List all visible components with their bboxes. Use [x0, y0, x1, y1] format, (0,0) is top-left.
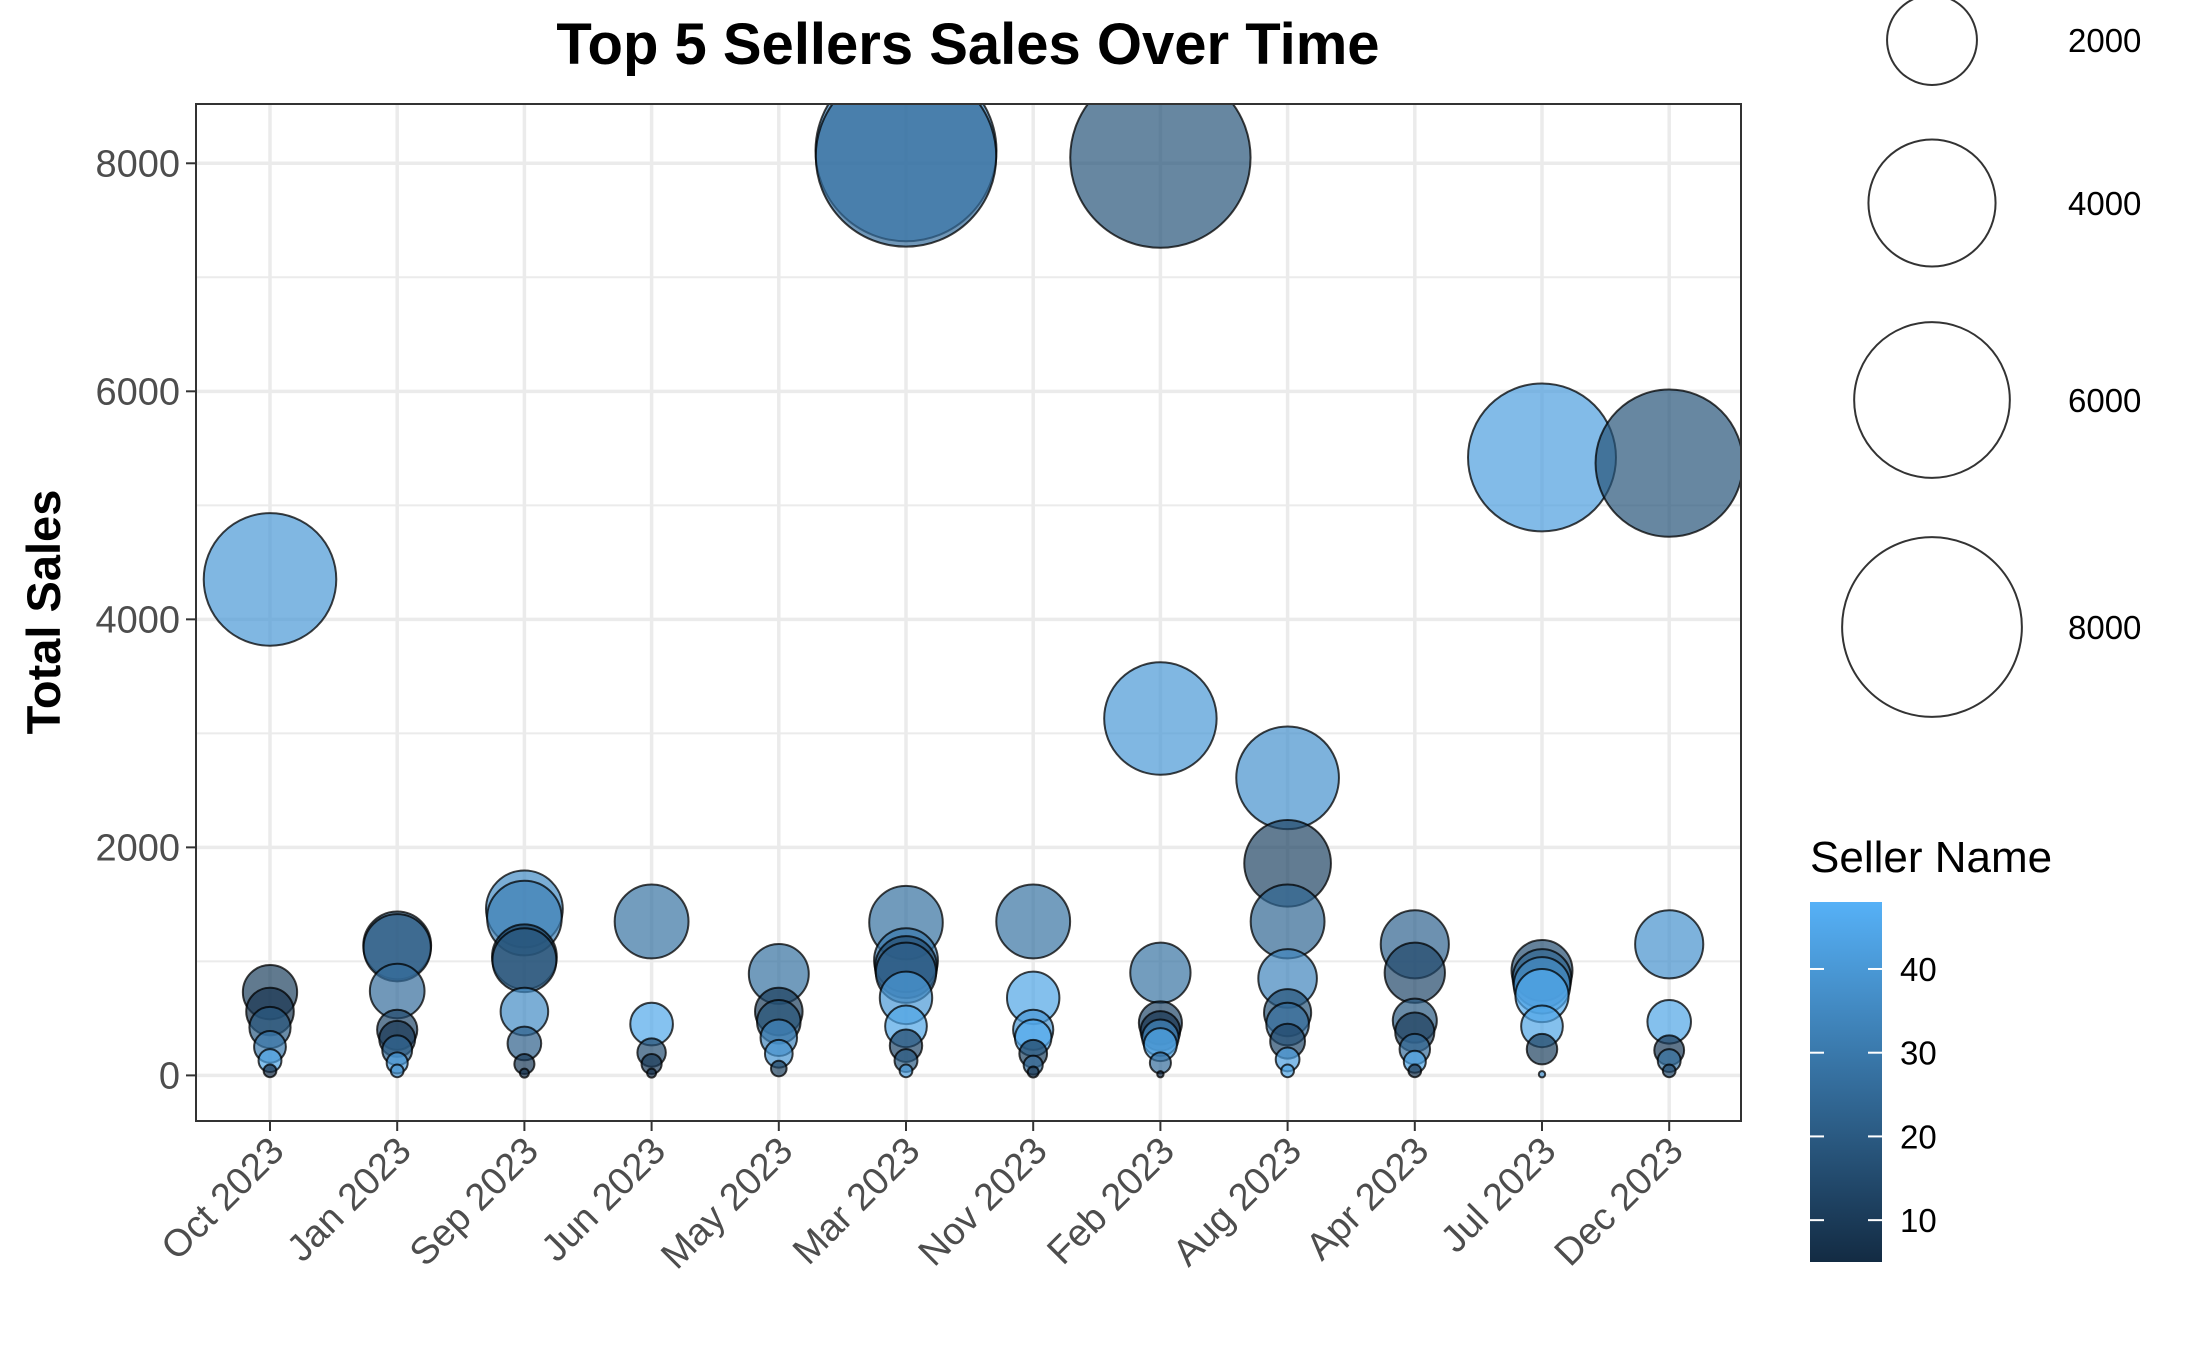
x-tick-label: Jun 2023 [534, 1130, 674, 1270]
bubble-point [1103, 661, 1218, 776]
x-tick-label: May 2023 [653, 1130, 801, 1278]
x-tick-label: Nov 2023 [911, 1130, 1056, 1275]
bubble-point [1129, 941, 1192, 1004]
bubble-point [1249, 883, 1326, 960]
y-tick-label: 0 [159, 1055, 180, 1097]
x-tick-label: Feb 2023 [1040, 1130, 1183, 1273]
size-legend-circle [1841, 536, 2023, 718]
bubble-point [1026, 1065, 1040, 1079]
y-tick-label: 2000 [95, 827, 180, 869]
colorbar-tick-label: 20 [1900, 1118, 1937, 1155]
bubble-point [1537, 1070, 1547, 1079]
x-tick-label: Jul 2023 [1433, 1130, 1564, 1261]
colorbar-tick-label: 40 [1900, 951, 1937, 988]
size-legend-label: 4000 [2068, 185, 2141, 222]
x-tick-label: Sep 2023 [402, 1130, 547, 1275]
bubble-point [389, 1063, 405, 1079]
bubble-point [1156, 1070, 1165, 1079]
size-legend-circle [1867, 138, 1997, 268]
bubble-point [1383, 941, 1446, 1004]
bubble-point [814, 104, 998, 248]
bubble-point [613, 883, 690, 960]
y-axis-label: Total Sales [17, 490, 70, 735]
y-axis-ticks: 0 2000 4000 6000 8000 [95, 143, 196, 1097]
bubble-point [995, 883, 1072, 960]
bubble-point [1280, 1063, 1295, 1079]
x-tick-label: Mar 2023 [785, 1130, 928, 1273]
colorbar [1810, 902, 1882, 1262]
x-tick-label: Dec 2023 [1547, 1130, 1692, 1275]
bubble-point [1467, 382, 1617, 533]
bubble-point [518, 1067, 530, 1079]
bubble-point [491, 927, 558, 994]
y-tick-label: 6000 [95, 371, 180, 413]
x-tick-label: Oct 2023 [154, 1130, 293, 1269]
x-tick-label: Apr 2023 [1298, 1130, 1437, 1269]
colorbar-tick-label: 10 [1900, 1202, 1937, 1239]
size-legend-label: 8000 [2068, 609, 2141, 646]
y-tick-label: 4000 [95, 599, 180, 641]
bubble-point [1069, 104, 1252, 249]
size-legend-circle [1853, 321, 2011, 479]
color-legend-title: Seller Name [1810, 833, 2052, 882]
x-tick-label: Jan 2023 [279, 1130, 419, 1270]
bubbles [202, 104, 1741, 1079]
size-legend-circle [1886, 0, 1978, 86]
x-tick-label: Aug 2023 [1165, 1130, 1310, 1275]
bubble-point [1407, 1063, 1423, 1079]
chart-title: Top 5 Sellers Sales Over Time [556, 12, 1379, 77]
bubble-point [898, 1063, 914, 1079]
bubble-point [770, 1059, 788, 1078]
size-legend: 2000 4000 6000 8000 [1841, 0, 2141, 718]
bubble-point [202, 512, 338, 647]
colorbar-tick-label: 30 [1900, 1035, 1937, 1072]
color-legend-ticks: 10 20 30 40 [1810, 951, 1937, 1239]
bubble-point [1525, 1032, 1559, 1066]
size-legend-label: 2000 [2068, 22, 2141, 59]
bubble-point [1661, 1063, 1677, 1079]
size-legend-label: 6000 [2068, 382, 2141, 419]
y-tick-label: 8000 [95, 143, 180, 185]
plot-panel [196, 104, 1741, 1121]
bubble-point [262, 1063, 278, 1079]
plot-panel-border [195, 103, 1742, 1122]
bubble-point [1634, 909, 1705, 980]
bubble-point [1235, 725, 1340, 831]
bubble-point [1594, 388, 1741, 538]
bubble-point [646, 1067, 658, 1079]
